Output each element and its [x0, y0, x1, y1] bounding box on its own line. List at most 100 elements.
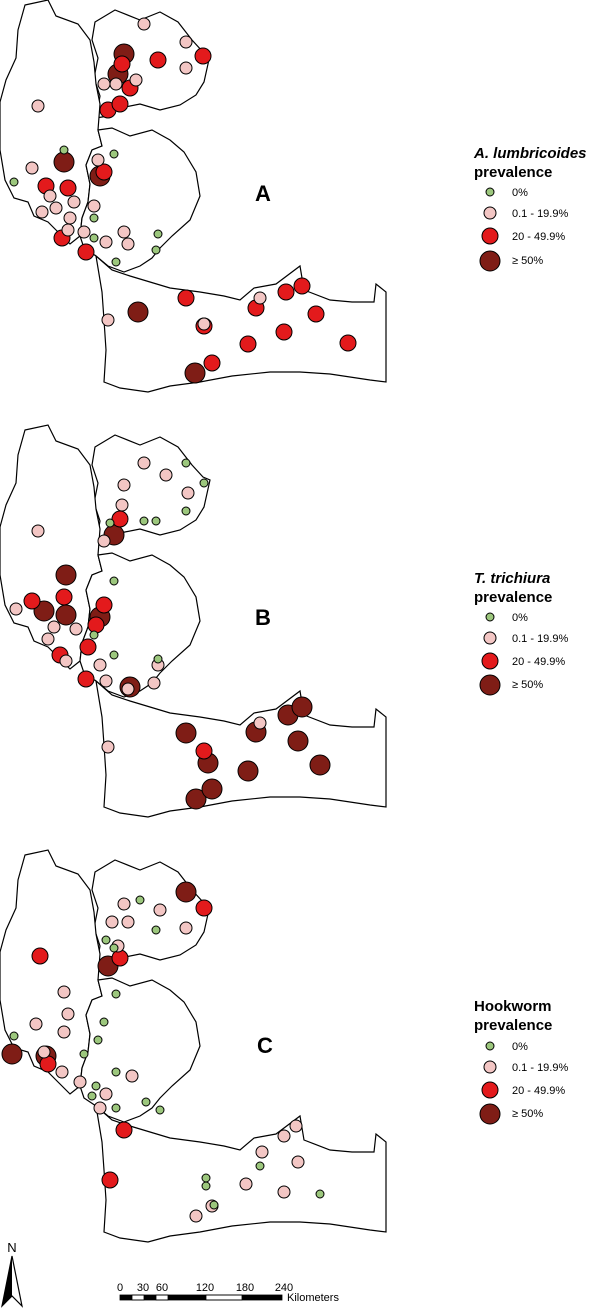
survey-point-zero: [141, 1097, 151, 1107]
survey-point-zero: [135, 895, 145, 905]
survey-point-low: [41, 632, 55, 646]
survey-point-low: [99, 674, 113, 688]
survey-point-high: [175, 722, 197, 744]
survey-point-zero: [209, 1200, 219, 1210]
survey-point-mid: [111, 95, 129, 113]
survey-point-low: [159, 468, 173, 482]
survey-point-zero: [89, 213, 99, 223]
survey-point-zero: [111, 257, 121, 267]
survey-point-mid: [87, 616, 105, 634]
survey-point-zero: [111, 1067, 121, 1077]
survey-point-low: [61, 1007, 75, 1021]
map-panel-c: [0, 849, 387, 1243]
legend-swatch-low: [483, 631, 497, 645]
survey-point-low: [31, 99, 45, 113]
panel-letter-b: B: [255, 605, 271, 630]
legend-swatch-high: [479, 1103, 501, 1125]
survey-point-mid: [39, 1055, 57, 1073]
survey-point-mid: [59, 179, 77, 197]
survey-point-zero: [111, 1103, 121, 1113]
legend-title-species: A. lumbricoides: [473, 145, 587, 162]
survey-point-high: [1, 1043, 23, 1065]
survey-point-low: [129, 73, 143, 87]
survey-point-zero: [109, 149, 119, 159]
survey-point-zero: [155, 1105, 165, 1115]
survey-point-low: [67, 195, 81, 209]
survey-point-mid: [55, 588, 73, 606]
survey-point-zero: [9, 177, 19, 187]
survey-point-low: [291, 1155, 305, 1169]
survey-point-mid: [239, 335, 257, 353]
survey-point-zero: [315, 1189, 325, 1199]
map-panel-b: [0, 424, 387, 818]
survey-point-zero: [89, 233, 99, 243]
survey-point-low: [239, 1177, 253, 1191]
district-boundaries: [0, 849, 387, 1243]
legend-label-mid: 20 - 49.9%: [512, 1085, 565, 1097]
survey-point-low: [77, 225, 91, 239]
survey-point-high: [55, 604, 77, 626]
survey-point-mid: [95, 596, 113, 614]
legend-label-mid: 20 - 49.9%: [512, 231, 565, 243]
survey-point-zero: [151, 516, 161, 526]
survey-point-low: [121, 682, 135, 696]
survey-point-mid: [195, 899, 213, 917]
survey-point-low: [153, 903, 167, 917]
survey-point-zero: [109, 650, 119, 660]
survey-point-zero: [151, 245, 161, 255]
survey-point-mid: [23, 592, 41, 610]
legend-swatch-high: [479, 250, 501, 272]
legend-swatch-zero: [485, 187, 495, 197]
scale-tick-240: 240: [275, 1282, 293, 1294]
legend-swatch-zero: [485, 1041, 495, 1051]
survey-point-mid: [149, 51, 167, 69]
survey-point-high: [175, 881, 197, 903]
survey-point-low: [57, 985, 71, 999]
survey-point-low: [73, 1075, 87, 1089]
survey-point-low: [179, 61, 193, 75]
survey-point-high: [53, 151, 75, 173]
survey-point-low: [97, 534, 111, 548]
survey-point-mid: [307, 305, 325, 323]
survey-point-low: [63, 211, 77, 225]
survey-point-low: [277, 1185, 291, 1199]
survey-point-low: [105, 915, 119, 929]
survey-point-low: [137, 17, 151, 31]
survey-point-mid: [177, 289, 195, 307]
legend-label-zero: 0%: [512, 1041, 528, 1053]
survey-point-low: [37, 1045, 51, 1059]
legend-swatch-mid: [481, 1081, 499, 1099]
legend-label-high: ≥ 50%: [512, 1108, 543, 1120]
survey-point-low: [117, 225, 131, 239]
survey-point-mid: [277, 283, 295, 301]
survey-point-low: [181, 486, 195, 500]
survey-point-low: [47, 620, 61, 634]
survey-point-low: [43, 189, 57, 203]
survey-point-low: [93, 1101, 107, 1115]
survey-point-low: [91, 153, 105, 167]
survey-point-zero: [109, 943, 119, 953]
survey-point-low: [57, 1025, 71, 1039]
survey-point-low: [55, 1065, 69, 1079]
survey-point-zero: [181, 458, 191, 468]
survey-point-low: [137, 456, 151, 470]
survey-point-mid: [115, 1121, 133, 1139]
survey-point-low: [99, 235, 113, 249]
survey-point-zero: [79, 1049, 89, 1059]
legend-a: A. lumbricoides prevalence 0% 0.1 - 19.9…: [473, 145, 587, 272]
survey-point-low: [35, 205, 49, 219]
survey-point-zero: [91, 1081, 101, 1091]
survey-point-high: [309, 754, 331, 776]
legend-label-zero: 0%: [512, 612, 528, 624]
survey-point-high: [33, 600, 55, 622]
survey-point-low: [49, 201, 63, 215]
legend-label-low: 0.1 - 19.9%: [512, 633, 568, 645]
survey-point-low: [289, 1119, 303, 1133]
survey-point-low: [117, 478, 131, 492]
legend-label-low: 0.1 - 19.9%: [512, 208, 568, 220]
survey-point-mid: [77, 243, 95, 261]
survey-point-mid: [339, 334, 357, 352]
survey-point-low: [29, 1017, 43, 1031]
north-arrow: N: [1, 1240, 23, 1308]
